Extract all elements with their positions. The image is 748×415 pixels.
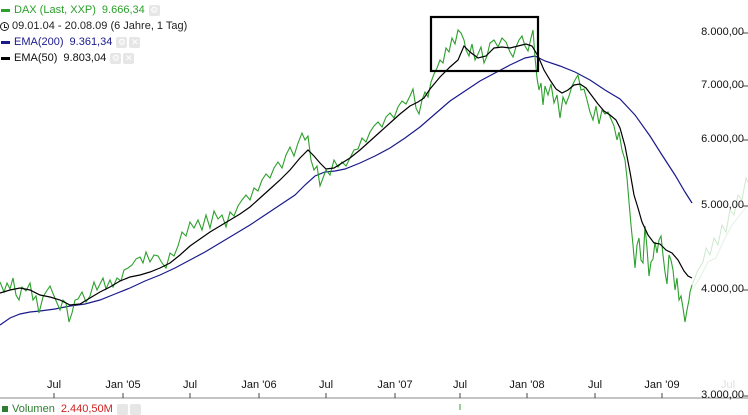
y-axis-label: 4.000,00 [701,283,744,295]
y-axis-label: 6.000,00 [701,133,744,145]
ema200-line [0,55,693,326]
gear-icon[interactable]: ⚙ [110,52,122,64]
y-axis-label: 7.000,00 [701,79,744,91]
x-axis-label: Jan '05 [105,379,141,391]
legend-ema50-label: EMA(50) [14,52,58,64]
x-axis-label: Jul [587,379,603,391]
ema50-line [0,43,693,306]
x-axis-label: Jul [452,379,468,391]
close-icon[interactable]: ✕ [123,52,135,64]
price-swatch-icon [1,8,10,12]
y-axis-label: 8.000,00 [701,26,744,38]
x-axis-label: Jan '07 [377,379,413,391]
legend-volume-label: Volumen [12,403,55,415]
legend-price-value: 9.666,34 [101,4,145,16]
dax-price-line [0,28,693,323]
x-axis-label: Jul [318,379,334,391]
projection-line [691,176,748,286]
close-icon[interactable]: ✕ [129,36,141,48]
close-icon[interactable] [129,403,141,415]
x-axis-label: Jan '09 [644,379,680,391]
legend-ema50-value: 9.803,04 [63,52,107,64]
y-axis-ticks [743,32,748,397]
legend-ema200-value: 9.361,34 [69,36,113,48]
legend-range: 09.01.04 - 20.08.09 (6 Jahre, 1 Tag) [0,18,187,34]
legend-price-label: DAX (Last, XXP) [14,4,96,16]
x-axis-label: Jan '08 [509,379,545,391]
ema50-swatch-icon [1,56,10,60]
x-axis-ticks [53,393,663,398]
projection-line-2 [691,204,748,291]
legend-price[interactable]: DAX (Last, XXP) 9.666,34 ⚙ [0,2,187,18]
legend-ema200-label: EMA(200) [14,36,64,48]
x-axis-label: Jul [720,379,736,391]
gear-icon[interactable]: ⚙ [148,4,160,16]
gear-icon[interactable] [116,403,128,415]
annotation-rectangle[interactable] [429,15,540,73]
y-axis-label: 5.000,00 [701,199,744,211]
legend-volume-value: 2.440,50M [60,403,113,415]
gear-icon[interactable]: ⚙ [116,36,128,48]
y-axis-label: 3.000,00 [701,389,744,401]
clock-icon [0,21,9,31]
x-axis-label: Jul [46,379,62,391]
legend-ema200[interactable]: EMA(200) 9.361,34 ⚙ ✕ [0,34,187,50]
chart-legend: DAX (Last, XXP) 9.666,34 ⚙ 09.01.04 - 20… [0,2,187,66]
legend-ema50[interactable]: EMA(50) 9.803,04 ⚙ ✕ [0,50,187,66]
x-axis-label: Jul [182,379,198,391]
x-axis-label: Jan '06 [241,379,277,391]
legend-volume[interactable]: Volumen 2.440,50M [2,403,141,415]
ema200-swatch-icon [1,40,10,44]
volume-swatch-icon [2,406,8,412]
legend-range-label: 09.01.04 - 20.08.09 (6 Jahre, 1 Tag) [12,20,188,32]
